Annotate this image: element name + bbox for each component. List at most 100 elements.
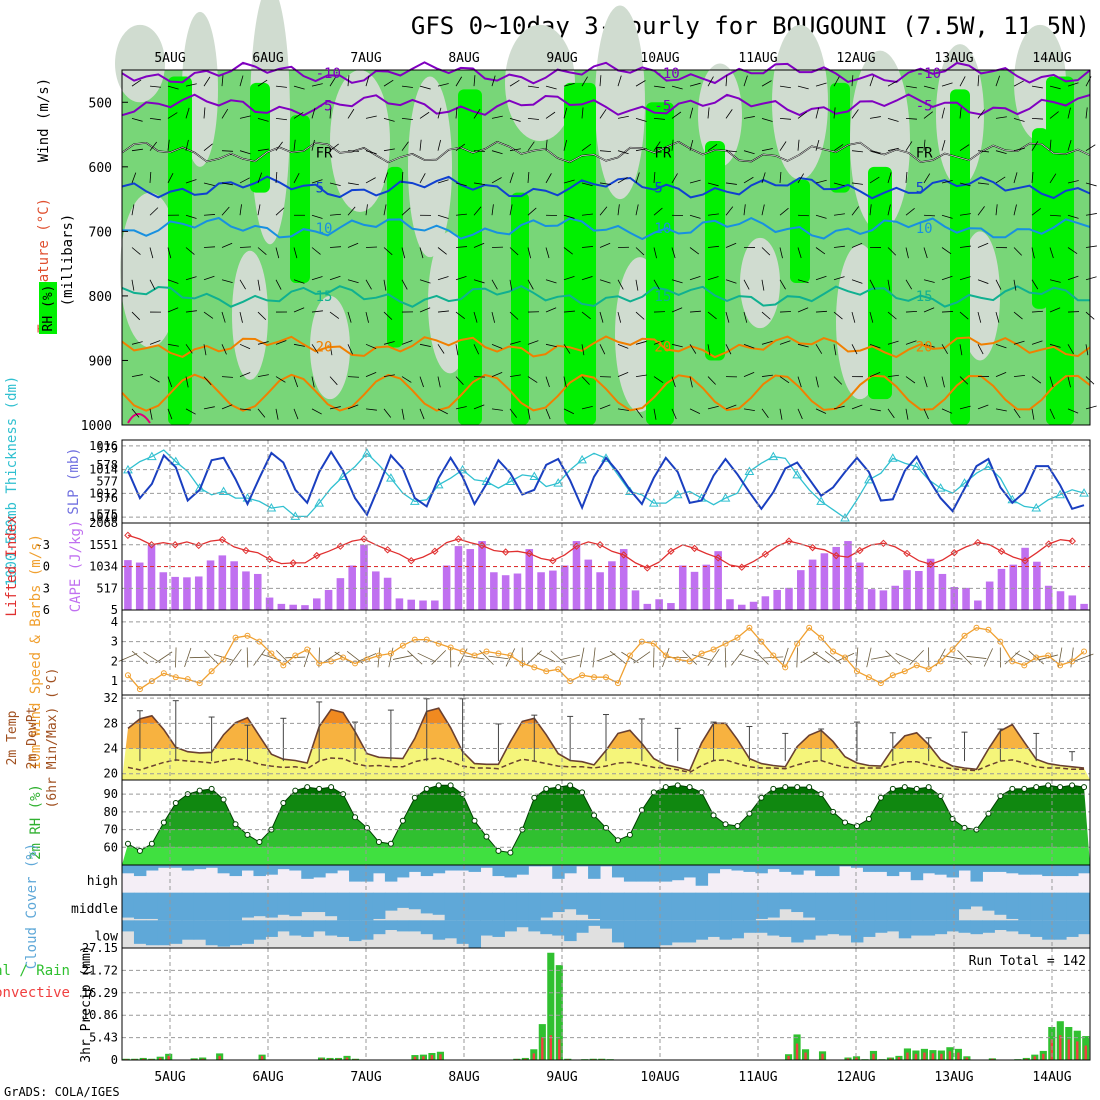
wind-barb xyxy=(1049,111,1059,119)
wind-barb xyxy=(1013,118,1025,122)
wind-barb xyxy=(887,408,895,419)
precip-conv-bar xyxy=(558,1039,561,1060)
wind-speed-point xyxy=(591,674,598,681)
day-label-bottom: 11AUG xyxy=(738,1070,777,1085)
wind-barb xyxy=(581,213,593,216)
surface-wind-barb xyxy=(550,650,566,665)
wind-barb xyxy=(689,214,701,219)
cloud-middle-bar xyxy=(767,892,780,918)
temp-tick-label: 20 xyxy=(104,767,118,781)
wind-barb xyxy=(293,307,305,313)
rh-point xyxy=(579,789,586,796)
day-label-top: 9AUG xyxy=(546,51,577,66)
wind-barb xyxy=(887,204,891,216)
wind-barb xyxy=(887,247,897,256)
wind-barb xyxy=(1049,247,1054,259)
thickness-point xyxy=(935,483,946,492)
wind-barb xyxy=(689,275,701,281)
wind-speed-point xyxy=(292,652,299,659)
cape-bar xyxy=(277,603,286,610)
wind-barb xyxy=(149,247,154,259)
rh-point xyxy=(208,785,215,792)
wind-barb xyxy=(941,344,948,354)
wind-barb xyxy=(167,247,172,259)
rh-point xyxy=(567,782,574,789)
wind-barb xyxy=(671,173,678,184)
rh-point xyxy=(220,796,227,803)
wind-speed-point xyxy=(435,640,442,647)
thickness-point xyxy=(290,511,301,520)
wind-barb xyxy=(743,311,748,323)
wind-barb xyxy=(599,150,611,153)
li-point xyxy=(407,556,415,565)
wind-barb xyxy=(257,118,269,122)
rh-pale-6 xyxy=(595,5,645,200)
rh-point xyxy=(471,817,478,824)
wind-barb xyxy=(797,85,809,90)
rh-point xyxy=(842,819,849,826)
wind-barb xyxy=(509,408,517,418)
li-point xyxy=(596,541,604,549)
cloud-high-bar xyxy=(910,865,924,881)
cloud-middle-bar xyxy=(456,892,470,921)
wind-barb xyxy=(707,276,719,281)
wind-barb xyxy=(851,242,863,248)
cape-bar xyxy=(608,561,616,610)
cape-tick-label: 2068 xyxy=(89,516,118,530)
rh-point xyxy=(1057,784,1064,791)
wind-speed-point xyxy=(1033,654,1040,661)
wind-barb xyxy=(131,204,135,216)
cloud-high-bar xyxy=(671,865,685,881)
wind-barb xyxy=(275,279,282,290)
rh-point xyxy=(770,785,777,792)
cloud-high-bar xyxy=(1078,865,1091,874)
surface-wind-barb xyxy=(1004,650,1021,665)
wind-barb xyxy=(599,75,602,87)
wind-barb xyxy=(167,85,179,90)
wind-barb xyxy=(563,408,575,415)
wind-barb xyxy=(131,341,143,345)
cloud-low-bar xyxy=(588,920,601,926)
cloud-low-bar xyxy=(827,920,840,935)
cloud-low-bar xyxy=(361,920,374,940)
wind-barb xyxy=(419,343,431,347)
wind-barb xyxy=(797,376,802,388)
isotherm-label-10-2: 10 xyxy=(916,221,933,237)
precip-tick-label: 0 xyxy=(111,1053,118,1067)
wind-barb xyxy=(455,246,467,248)
cloud-high-bar xyxy=(922,865,936,874)
surface-wind-barb xyxy=(866,647,872,668)
cloud-middle-bar xyxy=(277,892,290,915)
wind-barb xyxy=(185,139,189,151)
wind-barb xyxy=(563,214,575,219)
cape-bar xyxy=(253,573,262,610)
cloud-high-label: high xyxy=(87,874,118,889)
wind-speed-point xyxy=(734,634,741,641)
cape-bar xyxy=(702,564,711,610)
wind-barb xyxy=(275,141,283,151)
wind-barb xyxy=(707,182,719,187)
wind-barb xyxy=(959,182,971,187)
wind-barb xyxy=(1085,182,1097,187)
cloud-low-bar xyxy=(611,920,625,943)
cloud-low-bar xyxy=(791,920,804,943)
cloud-middle-bar xyxy=(1078,892,1091,921)
surface-wind-barb xyxy=(909,649,924,665)
cloud-high-bar xyxy=(862,865,876,872)
cloud-low-bar xyxy=(815,920,828,936)
wind-barb xyxy=(1031,208,1041,216)
wind-tick-label: 2 xyxy=(111,654,118,668)
wind-barb xyxy=(707,376,716,385)
rh-point xyxy=(1045,782,1052,789)
wind-barb xyxy=(923,139,926,151)
wind-barb xyxy=(293,112,304,119)
cape-bar xyxy=(714,551,722,610)
wind-barb xyxy=(617,311,622,323)
wind-barb xyxy=(149,408,153,420)
wind-barb xyxy=(851,344,858,355)
cloud-low-bar xyxy=(719,920,732,940)
wind-barb xyxy=(869,408,881,412)
rh-bright-0 xyxy=(168,76,192,426)
thickness-point xyxy=(601,453,611,462)
surface-wind-barb xyxy=(253,649,266,666)
